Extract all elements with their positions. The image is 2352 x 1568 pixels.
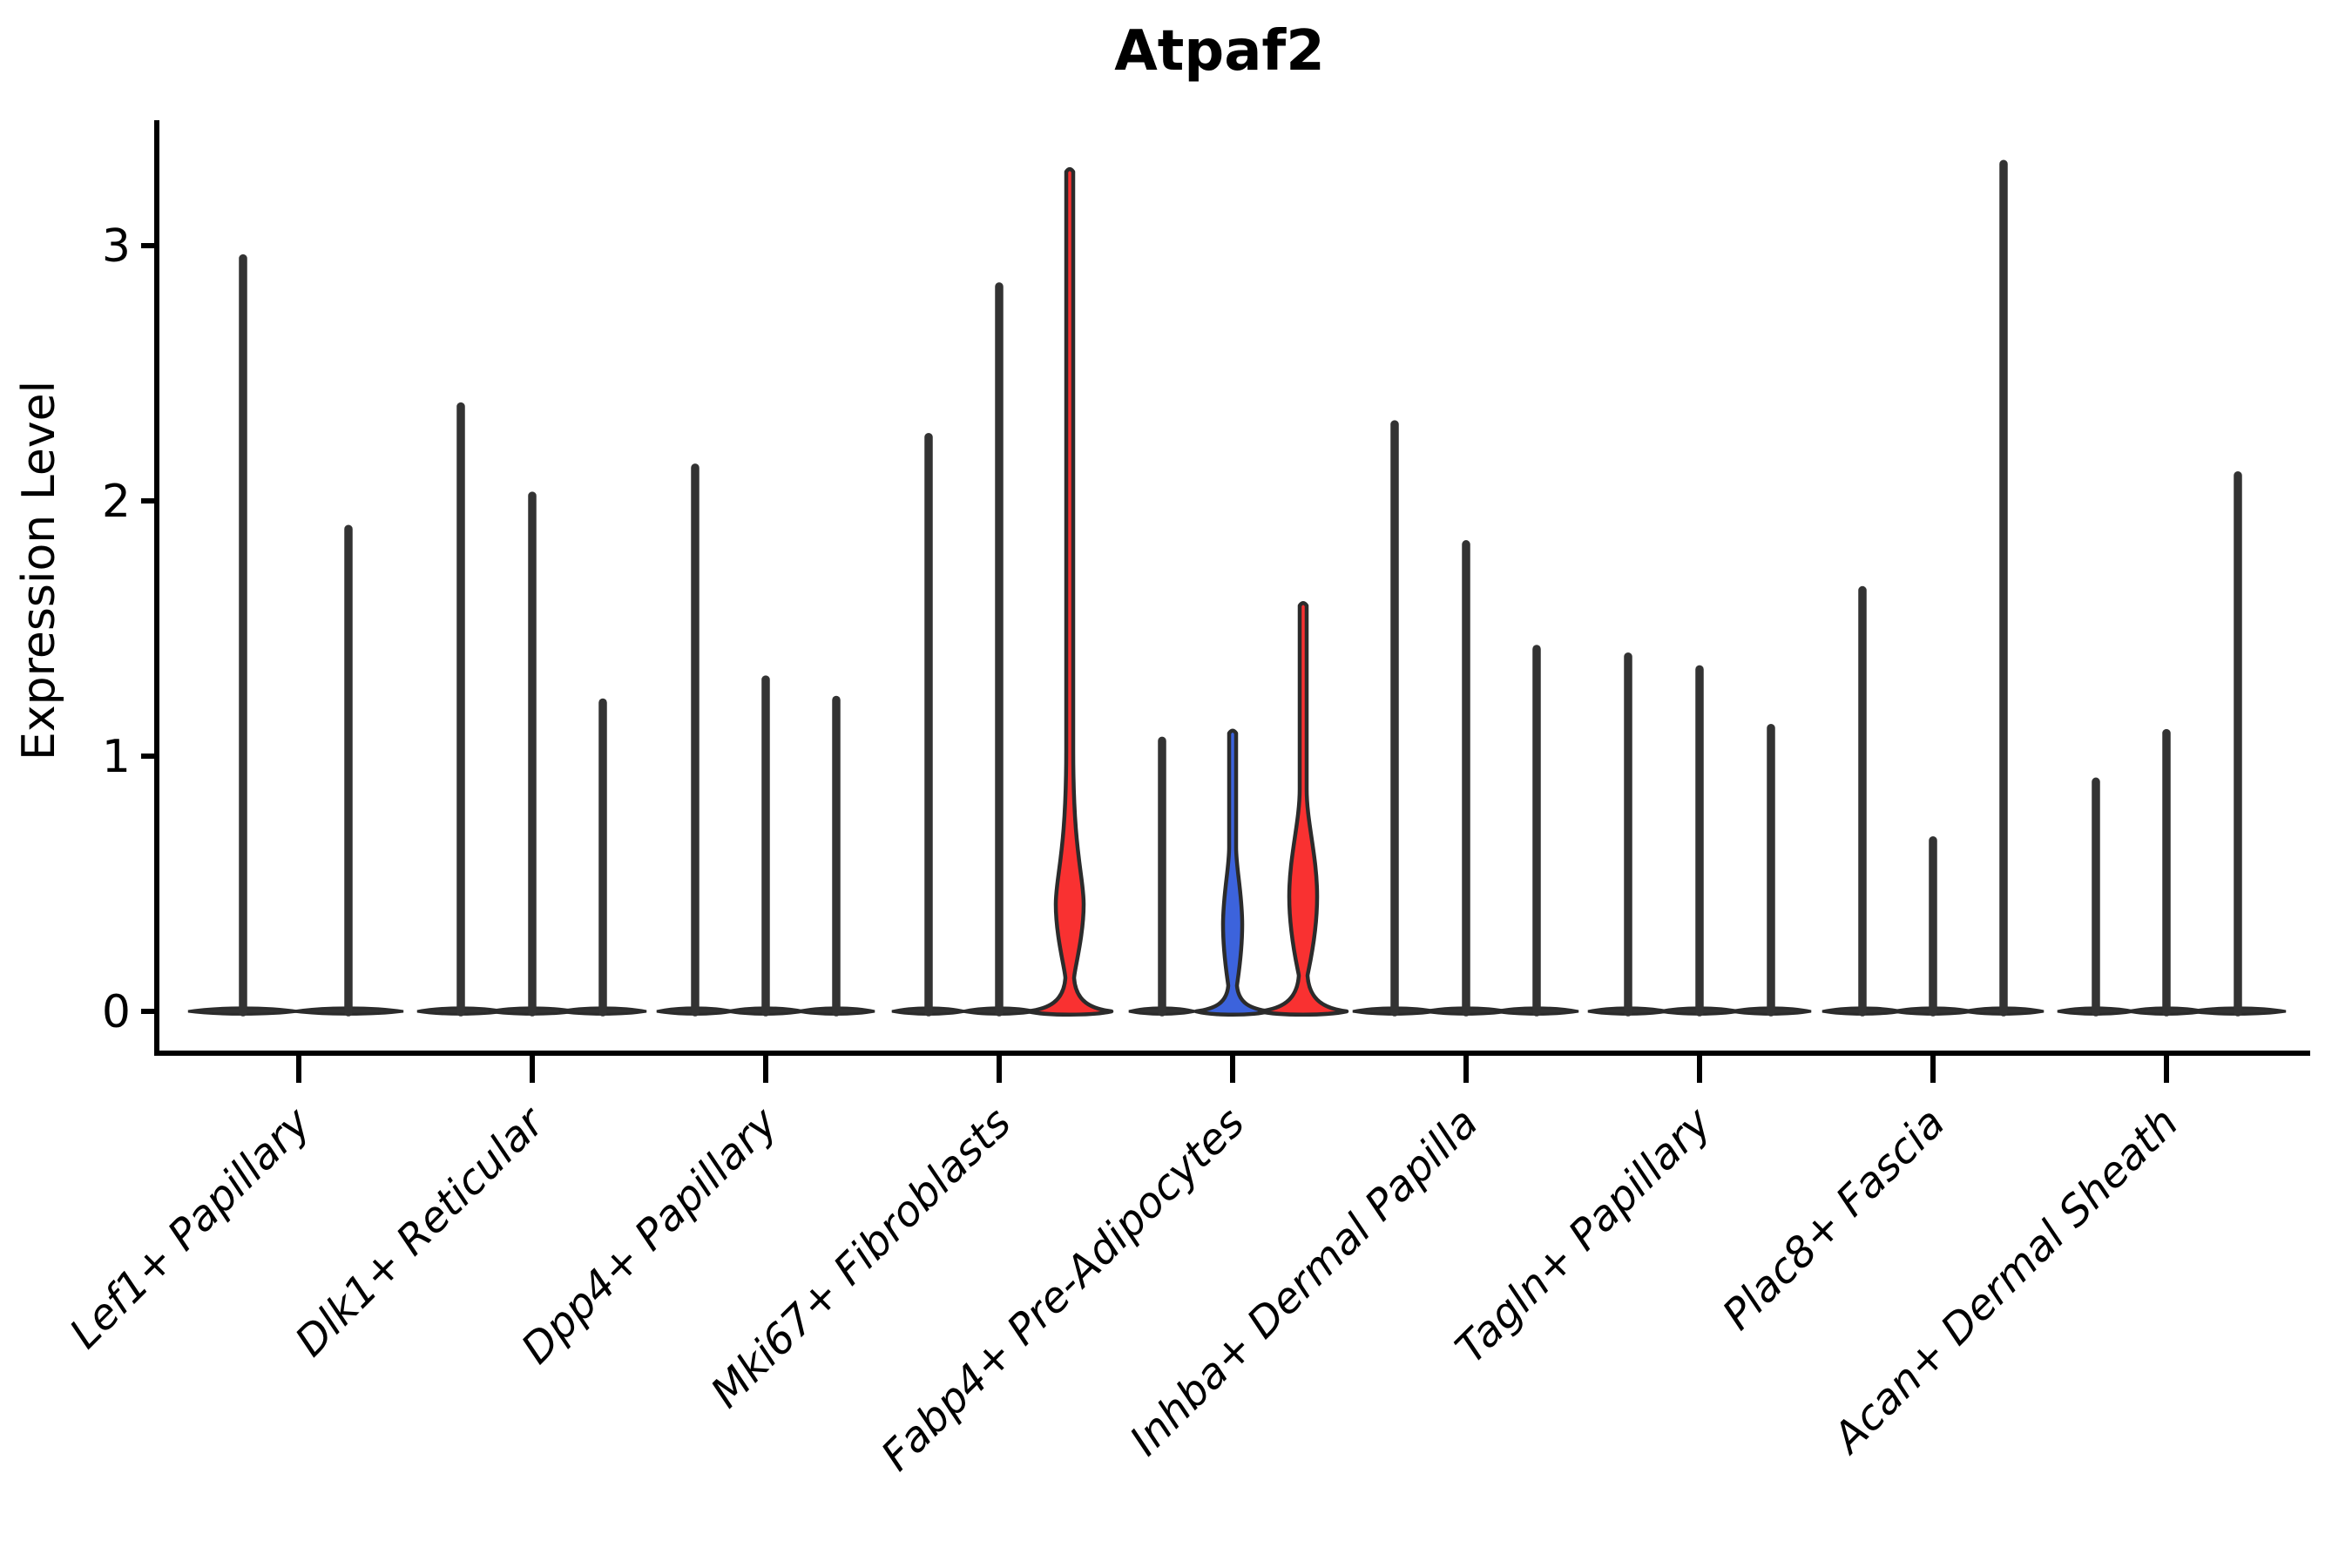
y-tick-label: 1 [102, 731, 131, 783]
violin-group-3 [656, 463, 875, 1017]
violin-group-1 [187, 253, 404, 1017]
x-category-label: Lef1+ Papillary [60, 1098, 321, 1358]
x-category-label: Dpp4+ Papillary [512, 1098, 787, 1373]
violin-red [1257, 601, 1349, 1017]
violin-blue [1193, 728, 1272, 1017]
violin-group-6 [1352, 420, 1579, 1017]
y-axis-ticks: 0 1 2 3 [102, 220, 157, 1038]
violin-group-2 [416, 402, 647, 1017]
violin-red [1025, 166, 1114, 1017]
violin-group-5 [1128, 601, 1349, 1017]
x-category-label: Tagln+ Papillary [1446, 1098, 1721, 1373]
violins [187, 159, 2287, 1017]
violin-group-7 [1587, 652, 1812, 1017]
y-tick-label: 2 [102, 476, 131, 528]
x-category-label: Dlk1+ Reticular [286, 1097, 556, 1367]
x-category-label: Plac8+ Fascia [1713, 1098, 1955, 1340]
violin-group-4 [891, 166, 1114, 1017]
chart-title: Atpaf2 [1114, 19, 1325, 84]
y-axis-label: Expression Level [13, 381, 65, 760]
violin-group-9 [2057, 470, 2287, 1017]
y-tick-label: 0 [102, 986, 131, 1038]
y-tick-label: 3 [102, 220, 131, 273]
violin-group-8 [1821, 159, 2044, 1017]
